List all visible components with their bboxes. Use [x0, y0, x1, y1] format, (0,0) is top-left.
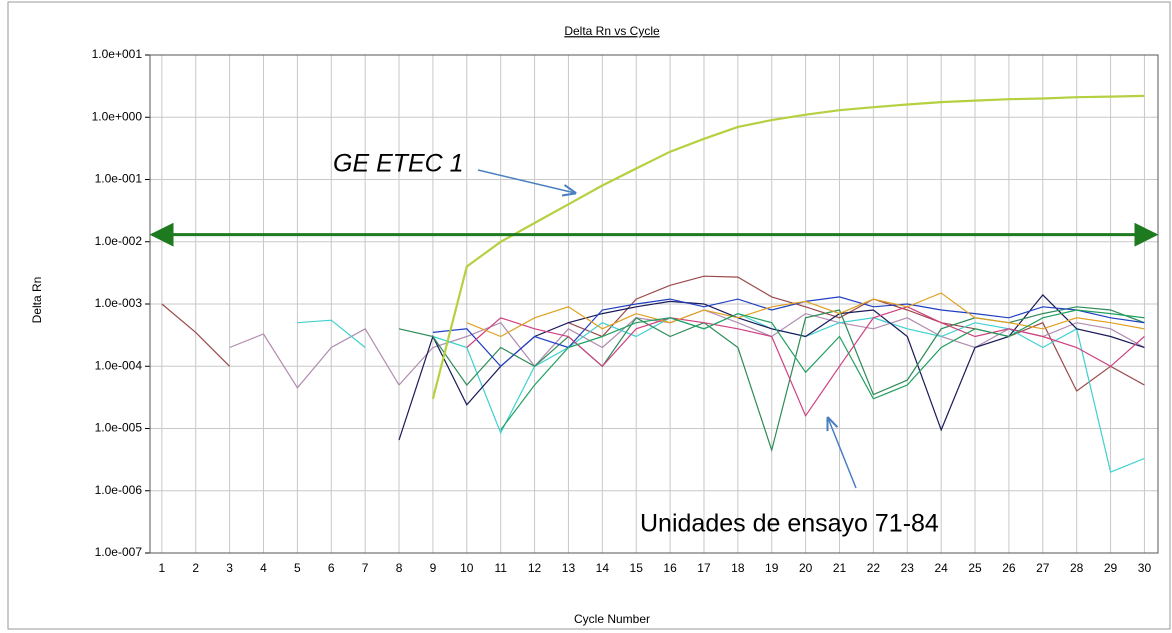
x-tick-label: 18 [731, 561, 745, 575]
x-tick-label: 26 [1002, 561, 1016, 575]
x-axis-label: Cycle Number [574, 612, 650, 626]
x-tick-label: 13 [562, 561, 576, 575]
x-tick-label: 17 [697, 561, 711, 575]
x-tick-label: 23 [901, 561, 915, 575]
series-line [466, 292, 1145, 338]
series-line [466, 306, 1145, 418]
annotation: GE ETEC 1 [333, 150, 464, 178]
x-tick-label: 25 [968, 561, 982, 575]
y-tick-label: 1.0e-003 [95, 296, 143, 310]
series-line [431, 94, 1145, 400]
x-tick-label: 1 [159, 561, 166, 575]
x-tick-label: 29 [1104, 561, 1118, 575]
x-tick-label: 4 [260, 561, 267, 575]
y-tick-label: 1.0e-005 [95, 421, 143, 435]
x-tick-label: 7 [362, 561, 369, 575]
x-tick-label: 6 [328, 561, 335, 575]
y-tick-label: 1.0e-002 [95, 234, 143, 248]
x-tick-label: 19 [765, 561, 779, 575]
x-tick-label: 5 [294, 561, 301, 575]
x-tick-label: 16 [663, 561, 677, 575]
y-tick-label: 1.0e-001 [95, 172, 143, 186]
y-tick-label: 1.0e-006 [95, 483, 143, 497]
x-tick-label: 28 [1070, 561, 1084, 575]
x-tick-label: 12 [528, 561, 542, 575]
x-tick-label: 15 [630, 561, 644, 575]
x-tick-label: 2 [192, 561, 199, 575]
y-axis-label: Delta Rn [30, 277, 44, 324]
series-line [432, 296, 1145, 368]
x-tick-label: 21 [833, 561, 847, 575]
annotation-arrow [477, 169, 575, 193]
series-line [398, 306, 1145, 453]
plot-border [149, 54, 1159, 554]
y-tick-label: 1.0e+000 [92, 109, 143, 123]
x-tick-label: 9 [430, 561, 437, 575]
annotation: Unidades de ensayo 71-84 [640, 510, 939, 538]
x-tick-label: 8 [396, 561, 403, 575]
chart-title: Delta Rn vs Cycle [564, 24, 660, 38]
plot-area: 1 2 3 4 5 6 7 8 9 10 11 12 13 14 15 16 17 18 19 20 21 22 23 24 2… [92, 47, 1159, 575]
y-tick-label: 1.0e-007 [95, 545, 143, 559]
y-tick-label: 1.0e+001 [92, 47, 143, 61]
series-line [500, 309, 1145, 431]
x-tick-label: 3 [226, 561, 233, 575]
x-tick-label: 10 [460, 561, 474, 575]
annotation-arrow [828, 418, 857, 489]
x-tick-label: 14 [596, 561, 610, 575]
x-tick-label: 24 [934, 561, 948, 575]
x-tick-label: 27 [1036, 561, 1050, 575]
x-tick-label: 20 [799, 561, 813, 575]
y-tick-label: 1.0e-004 [95, 358, 143, 372]
x-tick-label: 11 [494, 561, 507, 575]
x-tick-label: 22 [867, 561, 881, 575]
x-tick-label: 30 [1138, 561, 1152, 575]
